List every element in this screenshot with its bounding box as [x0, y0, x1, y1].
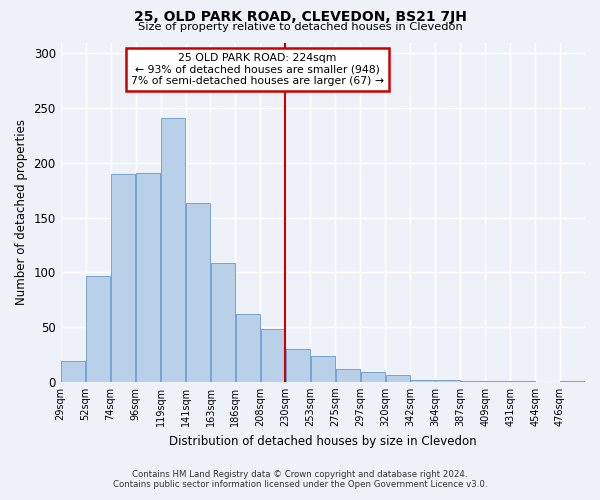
Text: 25 OLD PARK ROAD: 224sqm
← 93% of detached houses are smaller (948)
7% of semi-d: 25 OLD PARK ROAD: 224sqm ← 93% of detach… — [131, 52, 384, 86]
Bar — [386, 375, 410, 382]
Text: Contains HM Land Registry data © Crown copyright and database right 2024.
Contai: Contains HM Land Registry data © Crown c… — [113, 470, 487, 489]
Bar — [161, 118, 185, 382]
Bar — [61, 361, 85, 382]
Bar — [136, 172, 160, 382]
Bar — [311, 356, 335, 382]
Bar — [511, 380, 535, 382]
Bar — [485, 380, 510, 382]
Bar — [361, 372, 385, 382]
Bar — [111, 174, 136, 382]
Bar — [286, 349, 310, 382]
Text: 25, OLD PARK ROAD, CLEVEDON, BS21 7JH: 25, OLD PARK ROAD, CLEVEDON, BS21 7JH — [134, 10, 466, 24]
Bar — [236, 314, 260, 382]
Bar — [86, 276, 110, 382]
Bar — [211, 262, 235, 382]
Bar — [460, 380, 485, 382]
Bar — [260, 330, 285, 382]
Bar — [410, 380, 435, 382]
Y-axis label: Number of detached properties: Number of detached properties — [15, 119, 28, 305]
Bar — [186, 204, 210, 382]
Bar — [560, 380, 585, 382]
Bar — [335, 368, 360, 382]
X-axis label: Distribution of detached houses by size in Clevedon: Distribution of detached houses by size … — [169, 434, 476, 448]
Text: Size of property relative to detached houses in Clevedon: Size of property relative to detached ho… — [137, 22, 463, 32]
Bar — [436, 380, 460, 382]
